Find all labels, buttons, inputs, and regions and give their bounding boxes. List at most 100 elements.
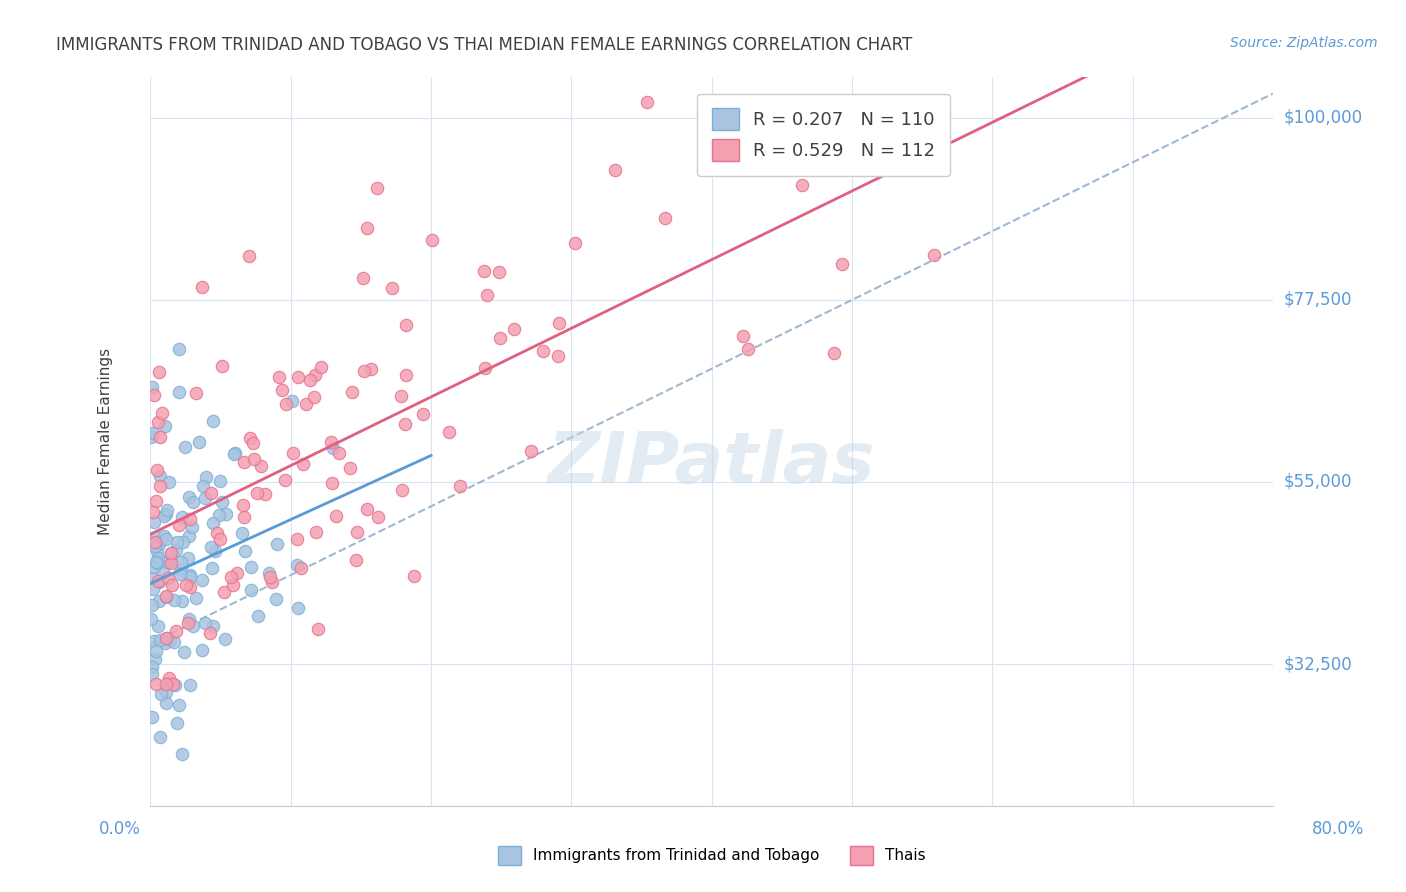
Immigrants from Trinidad and Tobago [163, 678, 186, 692]
Thais [654, 211, 676, 226]
Immigrants from Trinidad and Tobago [167, 698, 190, 713]
Text: $100,000: $100,000 [1284, 109, 1364, 127]
Immigrants from Trinidad and Tobago [148, 574, 170, 589]
Thais [488, 265, 510, 279]
Immigrants from Trinidad and Tobago [257, 566, 280, 580]
Thais [325, 508, 347, 523]
Immigrants from Trinidad and Tobago [194, 491, 217, 506]
Thais [145, 493, 167, 508]
Immigrants from Trinidad and Tobago [155, 532, 177, 546]
Immigrants from Trinidad and Tobago [201, 618, 224, 632]
Thais [305, 524, 328, 539]
Thais [211, 359, 233, 374]
Thais [412, 407, 434, 421]
Immigrants from Trinidad and Tobago [143, 539, 166, 553]
Immigrants from Trinidad and Tobago [166, 535, 188, 549]
Thais [285, 533, 308, 547]
Text: $32,500: $32,500 [1284, 655, 1353, 673]
Text: Median Female Earnings: Median Female Earnings [98, 348, 112, 535]
Thais [238, 249, 260, 263]
Immigrants from Trinidad and Tobago [163, 634, 186, 648]
Immigrants from Trinidad and Tobago [240, 559, 263, 574]
Thais [243, 452, 266, 467]
Thais [287, 370, 309, 384]
Thais [253, 487, 276, 501]
Immigrants from Trinidad and Tobago [170, 555, 193, 569]
Immigrants from Trinidad and Tobago [145, 555, 167, 569]
Thais [823, 346, 845, 360]
Immigrants from Trinidad and Tobago [142, 425, 165, 440]
Immigrants from Trinidad and Tobago [231, 526, 253, 541]
Thais [145, 535, 167, 549]
Immigrants from Trinidad and Tobago [179, 612, 201, 626]
Thais [221, 578, 243, 592]
Thais [404, 569, 426, 583]
Immigrants from Trinidad and Tobago [143, 651, 166, 665]
Thais [356, 501, 378, 516]
Immigrants from Trinidad and Tobago [170, 594, 193, 608]
Thais [449, 479, 471, 493]
Immigrants from Trinidad and Tobago [155, 591, 177, 605]
Immigrants from Trinidad and Tobago [156, 503, 179, 517]
Immigrants from Trinidad and Tobago [191, 643, 214, 657]
Thais [155, 589, 177, 603]
Thais [366, 180, 388, 194]
Thais [302, 390, 325, 404]
Thais [259, 570, 281, 584]
Immigrants from Trinidad and Tobago [201, 516, 224, 530]
Thais [160, 546, 183, 560]
Immigrants from Trinidad and Tobago [139, 430, 162, 444]
Thais [636, 95, 658, 109]
Immigrants from Trinidad and Tobago [177, 551, 200, 566]
Immigrants from Trinidad and Tobago [186, 591, 208, 606]
Thais [271, 383, 294, 397]
Thais [186, 386, 208, 401]
Thais [922, 248, 945, 262]
Immigrants from Trinidad and Tobago [152, 565, 174, 579]
Immigrants from Trinidad and Tobago [179, 567, 201, 582]
Thais [503, 322, 526, 336]
Immigrants from Trinidad and Tobago [145, 530, 167, 544]
Thais [160, 556, 183, 570]
Thais [381, 280, 404, 294]
Immigrants from Trinidad and Tobago [170, 563, 193, 577]
Immigrants from Trinidad and Tobago [172, 535, 194, 549]
Immigrants from Trinidad and Tobago [141, 660, 163, 674]
Thais [547, 349, 569, 363]
Immigrants from Trinidad and Tobago [233, 544, 256, 558]
Immigrants from Trinidad and Tobago [287, 558, 309, 572]
Thais [250, 459, 273, 474]
Thais [281, 446, 304, 460]
Immigrants from Trinidad and Tobago [173, 645, 195, 659]
Immigrants from Trinidad and Tobago [201, 561, 224, 575]
Thais [167, 517, 190, 532]
Thais [242, 435, 264, 450]
Thais [309, 359, 332, 374]
Immigrants from Trinidad and Tobago [148, 551, 170, 566]
Thais [290, 561, 312, 575]
Thais [391, 483, 413, 497]
Immigrants from Trinidad and Tobago [149, 469, 172, 483]
Immigrants from Trinidad and Tobago [141, 709, 163, 723]
Thais [155, 631, 177, 645]
Thais [474, 360, 496, 375]
Immigrants from Trinidad and Tobago [153, 636, 176, 650]
Immigrants from Trinidad and Tobago [155, 696, 177, 710]
Immigrants from Trinidad and Tobago [177, 529, 200, 543]
Immigrants from Trinidad and Tobago [224, 446, 246, 460]
Thais [274, 396, 297, 410]
Text: $77,500: $77,500 [1284, 291, 1353, 309]
Immigrants from Trinidad and Tobago [264, 592, 287, 607]
Immigrants from Trinidad and Tobago [191, 479, 214, 493]
Immigrants from Trinidad and Tobago [202, 414, 225, 428]
Immigrants from Trinidad and Tobago [149, 687, 172, 701]
Immigrants from Trinidad and Tobago [159, 633, 181, 648]
Thais [148, 365, 170, 379]
Thais [148, 574, 170, 589]
Immigrants from Trinidad and Tobago [146, 534, 169, 549]
Immigrants from Trinidad and Tobago [148, 594, 170, 608]
Thais [733, 329, 755, 343]
Immigrants from Trinidad and Tobago [155, 685, 177, 699]
Thais [269, 370, 291, 384]
Thais [226, 566, 249, 581]
